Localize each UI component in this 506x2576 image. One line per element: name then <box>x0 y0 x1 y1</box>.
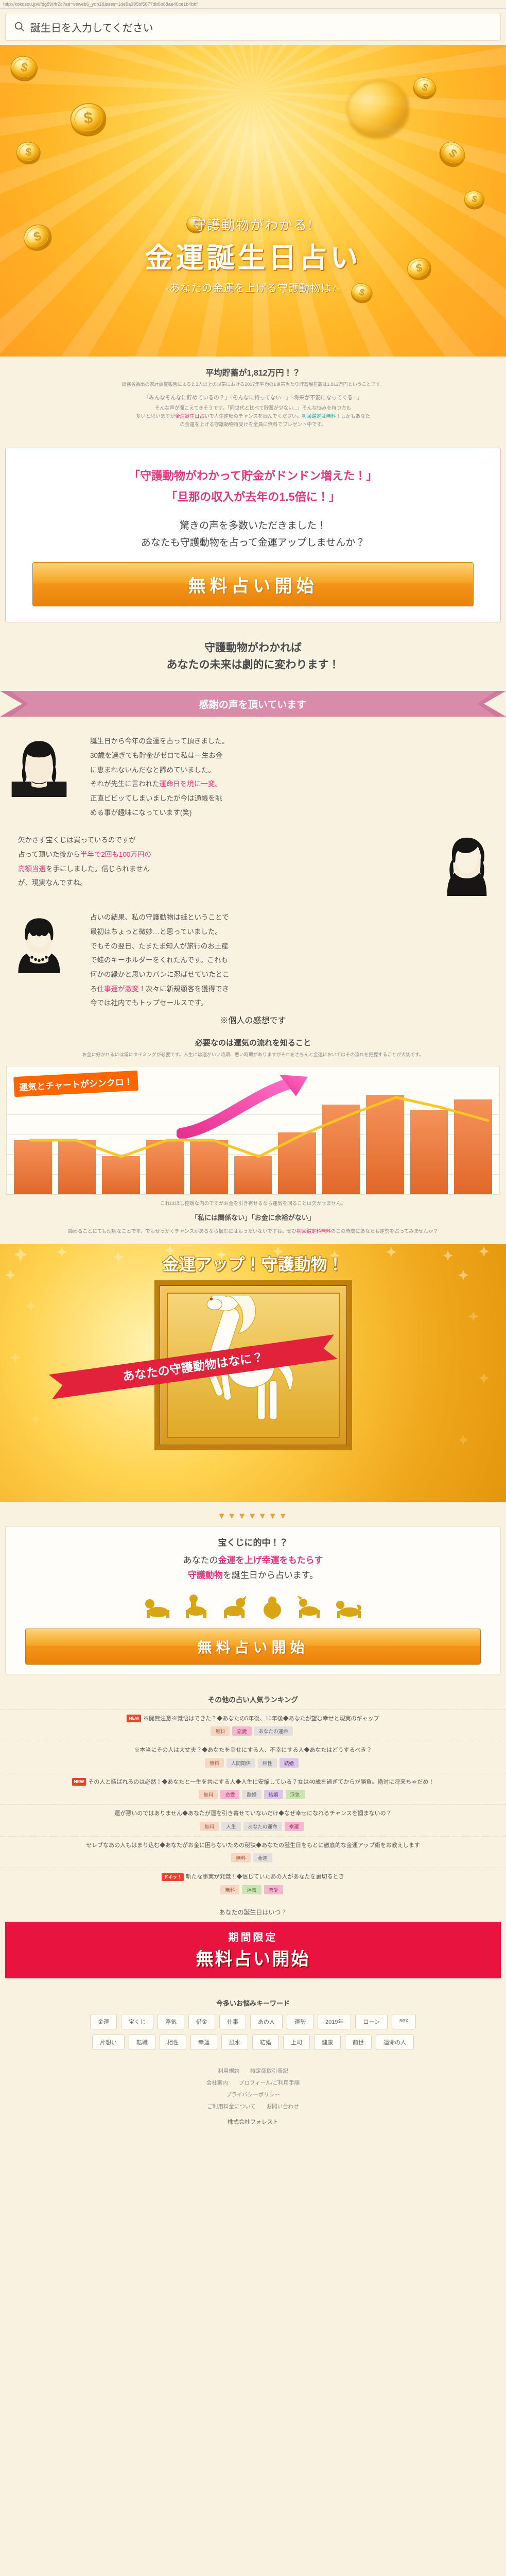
svg-text:$: $ <box>83 109 94 128</box>
svg-text:感謝の声を頂いています: 感謝の声を頂いています <box>199 699 306 710</box>
